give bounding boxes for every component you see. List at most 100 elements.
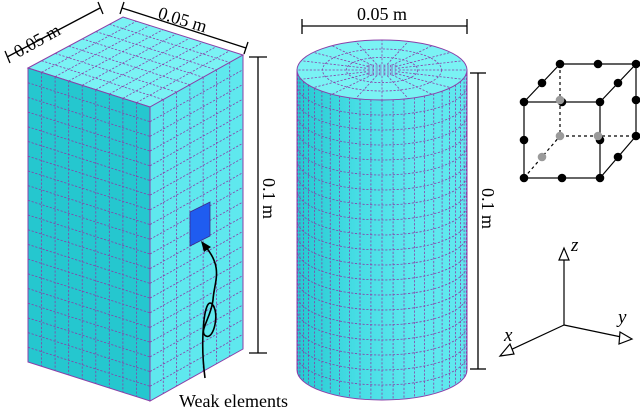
mesh-line bbox=[27, 302, 151, 343]
cylinder-top-grid bbox=[297, 40, 467, 100]
mesh-line bbox=[149, 128, 244, 181]
mesh-line bbox=[301, 71, 367, 80]
mesh-line bbox=[386, 41, 409, 65]
mesh-line bbox=[296, 354, 468, 386]
hex-element-nodes bbox=[519, 59, 640, 183]
weak-elements-label: Weak elements bbox=[179, 391, 288, 411]
mesh-line bbox=[149, 84, 244, 137]
hex-node bbox=[519, 97, 529, 107]
hex-node bbox=[595, 97, 605, 107]
mesh-line bbox=[27, 170, 151, 211]
hex-node bbox=[519, 173, 529, 183]
mesh-line bbox=[27, 273, 151, 314]
mesh-line bbox=[296, 114, 468, 146]
hex-node bbox=[631, 131, 640, 141]
axis-z-label: z bbox=[570, 235, 579, 256]
mesh-line bbox=[27, 97, 151, 137]
mesh-line bbox=[395, 73, 451, 89]
mesh-line bbox=[82, 33, 177, 86]
mesh-line bbox=[68, 29, 164, 82]
hex-node bbox=[593, 59, 603, 69]
mesh-line bbox=[149, 319, 244, 372]
mesh-line bbox=[149, 98, 244, 152]
mesh-line bbox=[136, 50, 230, 104]
mesh-line bbox=[27, 82, 151, 123]
mesh-line bbox=[149, 260, 244, 314]
mesh-line bbox=[149, 69, 244, 123]
cylinder-height-dimension: 0.1 m bbox=[470, 72, 498, 370]
cylinder-height-label: 0.1 m bbox=[478, 188, 498, 229]
mesh-line bbox=[82, 38, 204, 78]
mesh-line bbox=[27, 332, 151, 372]
mesh-line bbox=[149, 157, 244, 211]
hex-node bbox=[613, 78, 623, 88]
box-front-grid bbox=[27, 72, 151, 397]
mesh-line bbox=[397, 71, 463, 80]
axis-y-label: y bbox=[616, 307, 627, 328]
mesh-line bbox=[95, 31, 217, 71]
mesh-line bbox=[68, 45, 190, 86]
coordinate-axes bbox=[498, 246, 634, 357]
mesh-line bbox=[345, 57, 419, 84]
mesh-line bbox=[27, 185, 151, 225]
mesh-line bbox=[149, 113, 244, 167]
mesh-line bbox=[27, 229, 151, 270]
mesh-line bbox=[149, 275, 244, 328]
mesh-line bbox=[301, 60, 367, 69]
mesh-line bbox=[109, 23, 230, 63]
cylinder-diameter-dimension: 0.05 m bbox=[301, 4, 468, 34]
mesh-line bbox=[109, 41, 204, 95]
mesh-line bbox=[27, 126, 151, 167]
cylinder-side-grid bbox=[296, 73, 468, 400]
hex-node bbox=[557, 173, 567, 183]
mesh-line bbox=[355, 41, 378, 65]
mesh-line bbox=[296, 159, 468, 191]
mesh-line bbox=[397, 60, 463, 69]
mesh-line bbox=[395, 51, 451, 67]
mesh-line bbox=[27, 346, 151, 387]
mesh-line bbox=[386, 75, 409, 99]
mesh-line bbox=[122, 46, 217, 99]
mesh-line bbox=[296, 144, 468, 176]
mesh-line bbox=[313, 51, 369, 67]
mesh-line bbox=[149, 172, 244, 225]
mesh-line bbox=[54, 25, 150, 78]
box-top-grid bbox=[41, 20, 230, 104]
hex-node bbox=[555, 95, 565, 105]
mesh-line bbox=[149, 333, 244, 387]
mesh-line bbox=[27, 288, 151, 328]
mesh-line bbox=[27, 141, 151, 181]
hex-node bbox=[537, 152, 547, 162]
hex-node bbox=[555, 59, 565, 69]
hex-node bbox=[593, 131, 603, 141]
mesh-line bbox=[41, 20, 137, 73]
hex-node bbox=[631, 59, 640, 69]
hex-node bbox=[631, 95, 640, 105]
mesh-line bbox=[296, 99, 468, 131]
mesh-line bbox=[149, 231, 244, 284]
cylinder-diameter-label: 0.05 m bbox=[357, 4, 407, 24]
mesh-line bbox=[27, 214, 151, 255]
weak-elements-callout: Weak elements bbox=[179, 241, 288, 411]
mesh-line bbox=[355, 75, 378, 99]
mesh-line bbox=[296, 129, 468, 161]
mesh-line bbox=[27, 155, 151, 196]
hex-node bbox=[613, 152, 623, 162]
weak-elements-patch bbox=[189, 201, 211, 247]
mesh-line bbox=[27, 111, 151, 152]
mesh-line bbox=[149, 304, 244, 358]
mesh-line bbox=[149, 289, 244, 343]
mesh-line bbox=[313, 73, 369, 89]
mesh-line bbox=[27, 244, 151, 284]
cylinder-specimen bbox=[296, 39, 468, 401]
mesh-line bbox=[27, 258, 151, 299]
axis-x-label: x bbox=[503, 325, 513, 346]
hex-node bbox=[537, 78, 547, 88]
hex-node bbox=[555, 131, 565, 141]
hex-node bbox=[519, 135, 529, 145]
mesh-line bbox=[41, 60, 164, 100]
hex-node bbox=[595, 173, 605, 183]
mesh-line bbox=[95, 37, 190, 91]
mesh-line bbox=[27, 317, 151, 358]
